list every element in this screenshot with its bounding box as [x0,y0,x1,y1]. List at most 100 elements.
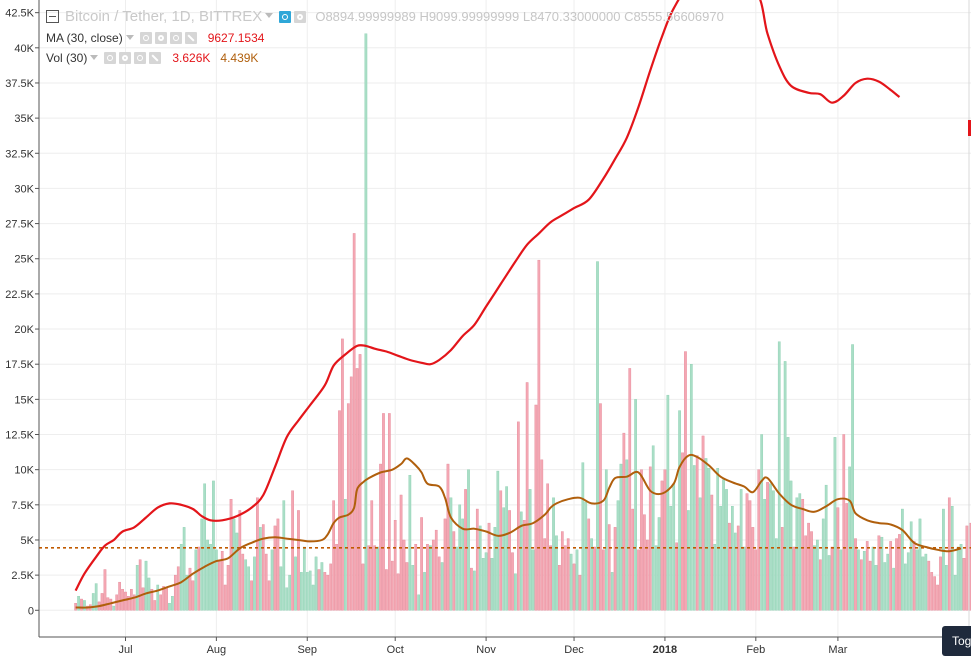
x-axis-ticks: Jul Aug Sep Oct Nov Dec 2018 Feb Mar [118,637,848,656]
volume-bar-down [645,539,649,611]
volume-bar-down [710,494,714,611]
eye-icon[interactable] [139,32,152,44]
volume-bar-up [144,560,148,611]
volume-bar-down [241,553,245,611]
volume-bar-up [147,577,151,611]
volume-bar-up [203,483,206,611]
volume-bar-down [373,545,377,611]
collapse-icon[interactable] [46,10,59,23]
volume-bar-down [352,233,356,611]
toggle-button[interactable]: Tog [942,626,971,656]
volume-bar-up [496,470,500,611]
volume-bar-down [537,259,541,611]
volume-bar-up [739,489,743,611]
volume-bar-up [698,497,702,611]
volume-bar-down [173,574,177,611]
volume-bar-up [657,517,661,611]
symbol-title[interactable]: Bitcoin / Tether, 1D, BITTREX [65,8,263,25]
symbol-header: Bitcoin / Tether, 1D, BITTREX O8894.9999… [46,8,724,25]
volume-bar-up [742,546,746,611]
volume-bar-down [499,490,503,611]
volume-bar-up [279,566,283,611]
volume-bar-up [610,572,614,611]
chevron-down-icon[interactable] [265,13,274,18]
volume-ma-line [75,453,962,609]
x-tick-label: 2018 [653,644,677,656]
volume-bar-down [388,413,391,611]
volume-bar-up [311,584,315,611]
open-value: 8894.99999989 [325,9,416,24]
volume-bar-down [936,584,939,611]
volume-bar-down [159,594,163,611]
gear-icon[interactable] [119,52,132,64]
volume-bar-up [886,553,890,611]
close-icon[interactable] [184,32,197,44]
volume-bar-up [581,462,585,611]
eye-icon[interactable] [279,10,292,23]
volume-bar-down [546,483,550,611]
volume-bar-down [437,556,441,611]
volume-bar-up [481,558,485,611]
volume-bar-up [552,497,555,611]
volume-bar-up [232,518,236,611]
volume-bar-up [490,558,494,611]
volume-bar-up [604,469,608,611]
volume-bar-up [308,570,312,611]
volume-bar-up [461,518,464,611]
volume-bar-down [291,490,294,611]
chevron-down-icon[interactable] [90,54,99,60]
volume-bar-up [455,546,459,611]
volume-bar-down [370,500,374,611]
volume-bar-down [818,559,822,611]
more-icon[interactable] [169,32,182,44]
volume-bar-up [423,572,426,611]
chevron-down-icon[interactable] [125,34,134,40]
volume-bar-down [836,507,840,611]
x-tick-label: Dec [564,644,584,656]
more-icon[interactable] [134,52,147,64]
volume-bar-down [511,552,514,611]
volume-bar-down [487,522,491,611]
volume-bar-up [651,445,655,611]
volume-bar-down [558,565,561,611]
volume-bar-up [156,584,160,611]
volume-bar-down [757,469,761,611]
volume-bar-down [736,525,740,611]
volume-bar-up [880,536,884,611]
volume-bar-up [704,458,708,611]
gear-icon[interactable] [294,10,307,23]
volume-bar-up [376,546,379,611]
volume-bar-down [587,518,591,611]
volume-bar-down [162,586,165,611]
right-scale-marker [968,120,971,136]
volume-bar-down [276,518,280,611]
volume-bar-up [575,549,579,611]
volume-bar-up [244,559,248,611]
volume-bar-up [417,594,421,611]
volume-bar-up [924,553,928,611]
volume-bar-down [508,510,511,611]
volume-bar-down [165,587,168,611]
volume-bar-up [440,562,444,611]
volume-bar-up [320,562,324,611]
volume-bar-down [643,514,646,611]
volume-bar-down [637,549,640,611]
volume-bar-down [933,576,936,611]
volume-bar-up [212,480,215,611]
volume-bar-up [857,549,860,611]
volume-bar-down [684,351,687,611]
gear-icon[interactable] [154,32,167,44]
volume-bar-up [619,463,623,611]
vol-legend-name[interactable]: Vol (30) [46,51,88,65]
volume-bar-down [845,503,849,611]
volume-bar-down [118,581,121,611]
ma-legend-name[interactable]: MA (30, close) [46,31,123,45]
volume-bar-down [103,569,107,611]
volume-bar-up [772,490,775,611]
volume-bar-down [405,562,409,611]
volume-bar-down [807,522,810,611]
close-icon[interactable] [149,52,162,64]
eye-icon[interactable] [104,52,117,64]
volume-bar-down [660,480,664,611]
